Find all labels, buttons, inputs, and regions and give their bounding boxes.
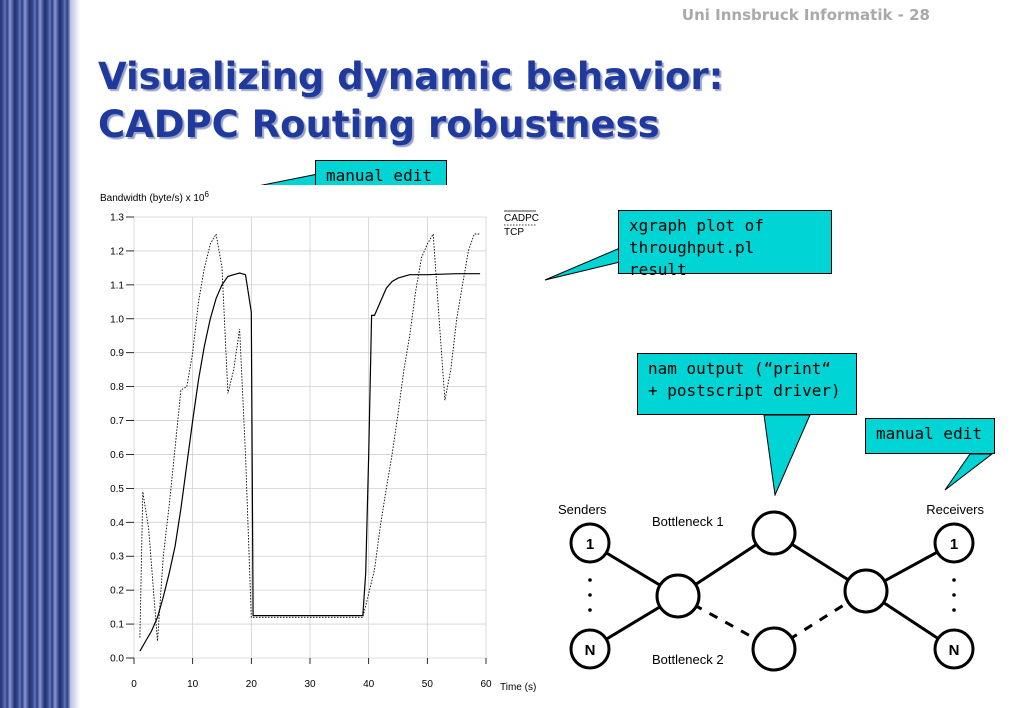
y-tick-label: 1.2 <box>110 246 124 257</box>
pointer-manual-edit-right <box>944 453 994 491</box>
callout-nam-output: nam output (“print“ + postscript driver) <box>637 353 857 415</box>
node-labels: 1 N 1 N <box>585 536 960 659</box>
node-sender-n <box>569 628 611 670</box>
label-receiver-1: 1 <box>950 536 958 553</box>
node-receiver-n <box>933 628 975 670</box>
chart-background <box>100 185 540 695</box>
x-tick-label: 30 <box>304 679 316 690</box>
y-axis-label: Bandwidth (byte/s) x 106 <box>100 190 210 204</box>
receivers-label: Receivers <box>926 502 984 517</box>
network-topology-diagram: 1 N 1 N Senders Receivers Bottleneck 1 B… <box>556 496 988 676</box>
y-tick-label: 0.3 <box>110 552 124 563</box>
node-router-right <box>843 568 889 614</box>
slide-title-line2: CADPC Routing robustness <box>98 103 660 146</box>
x-tick-label: 10 <box>187 679 199 690</box>
bottleneck1-label: Bottleneck 1 <box>652 514 724 529</box>
dot-receiver-3 <box>952 608 956 612</box>
dot-sender-3 <box>588 608 592 612</box>
series-lines <box>139 232 481 652</box>
node-bottleneck-1 <box>751 510 797 556</box>
y-axis-ticks: 0.0 0.1 0.2 0.3 0.4 0.5 0.6 0.7 0.8 0.9 1.0 1.1 1.2 1… <box>110 213 134 665</box>
node-router-left <box>655 573 701 619</box>
pointer-xgraph <box>544 247 621 281</box>
dot-sender-2 <box>588 593 592 597</box>
label-sender-1: 1 <box>586 536 594 553</box>
series-line-tcp <box>139 232 481 642</box>
y-tick-label: 0.0 <box>110 654 124 665</box>
x-axis-label: Time (s) <box>500 682 536 693</box>
dot-sender-1 <box>588 578 592 582</box>
y-tick-label: 0.9 <box>110 348 124 359</box>
legend-label-tcp: TCP <box>504 227 524 238</box>
bottleneck2-label: Bottleneck 2 <box>652 652 724 667</box>
label-sender-n: N <box>585 642 596 659</box>
series-line-cadpc <box>139 272 481 652</box>
dot-receiver-2 <box>952 593 956 597</box>
y-tick-label: 0.1 <box>110 620 124 631</box>
label-receiver-n: N <box>949 642 960 659</box>
chart-legend: CADPC TCP <box>504 210 539 238</box>
node-bottleneck-2 <box>751 626 797 672</box>
pointer-nam <box>763 414 811 497</box>
node-sender-1 <box>569 522 611 564</box>
y-tick-label: 1.1 <box>110 280 124 291</box>
chart-grid <box>126 216 487 664</box>
slide-header: Uni Innsbruck Informatik - 28 <box>681 6 930 24</box>
node-receiver-1 <box>933 522 975 564</box>
y-tick-label: 0.7 <box>110 416 124 427</box>
ellipsis-dots <box>588 578 956 612</box>
y-tick-label: 0.2 <box>110 586 124 597</box>
y-tick-label: 1.0 <box>110 314 124 325</box>
slide-title-line1: Visualizing dynamic behavior: <box>98 55 724 98</box>
legend-label-cadpc: CADPC <box>504 213 539 224</box>
y-tick-label: 0.8 <box>110 382 124 393</box>
x-tick-label: 40 <box>363 679 375 690</box>
y-tick-label: 0.5 <box>110 484 124 495</box>
y-tick-label: 1.3 <box>110 213 124 224</box>
x-tick-label: 0 <box>131 679 137 690</box>
callout-manual-edit-right: manual edit <box>865 418 995 454</box>
x-tick-label: 20 <box>246 679 258 690</box>
callout-xgraph: xgraph plot of throughput.pl result <box>618 210 832 279</box>
dot-receiver-1 <box>952 578 956 582</box>
side-stripe-decoration <box>0 0 80 708</box>
x-tick-label: 50 <box>422 679 434 690</box>
network-nodes <box>569 510 975 672</box>
x-tick-label: 60 <box>480 679 492 690</box>
x-axis-ticks: 0 10 20 30 40 50 60 <box>131 658 492 690</box>
senders-label: Senders <box>558 502 607 517</box>
bandwidth-chart: 0.0 0.1 0.2 0.3 0.4 0.5 0.6 0.7 0.8 0.9 1.0 1.1 1.2 1… <box>100 185 540 695</box>
y-tick-label: 0.6 <box>110 450 124 461</box>
y-tick-label: 0.4 <box>110 518 124 529</box>
